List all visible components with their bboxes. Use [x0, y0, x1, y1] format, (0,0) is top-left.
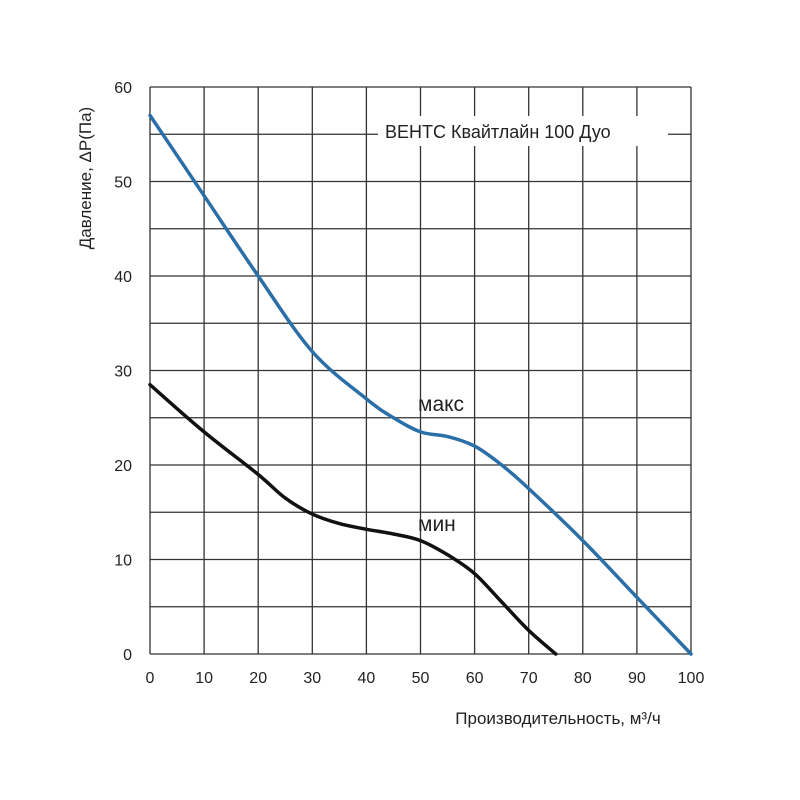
y-tick-label: 0 — [123, 647, 132, 664]
y-tick-label: 40 — [114, 269, 132, 286]
y-axis-label: Давление, ΔP(Па) — [76, 107, 95, 249]
series-label-max: макс — [418, 393, 464, 416]
x-tick-label: 90 — [628, 670, 646, 687]
x-tick-label: 100 — [678, 670, 705, 687]
x-tick-label: 50 — [412, 670, 430, 687]
chart-title: ВЕНТС Квайтлайн 100 Дуо — [385, 122, 611, 142]
x-tick-label: 70 — [520, 670, 538, 687]
x-axis-label: Производительность, м³/ч — [455, 709, 660, 728]
y-tick-label: 30 — [114, 364, 132, 381]
y-tick-label: 60 — [114, 80, 132, 97]
x-tick-label: 0 — [146, 670, 155, 687]
x-tick-label: 40 — [358, 670, 376, 687]
y-tick-label: 50 — [114, 175, 132, 192]
series-line-max — [148, 113, 693, 656]
x-tick-label: 20 — [249, 670, 267, 687]
series-lines — [148, 113, 693, 656]
y-tick-labels: 0 10 20 30 40 50 60 — [114, 80, 132, 664]
series-label-min: мин — [418, 513, 456, 536]
chart-title-background — [378, 116, 668, 146]
x-tick-label: 30 — [303, 670, 321, 687]
series-line-min — [148, 382, 558, 656]
x-tick-label: 80 — [574, 670, 592, 687]
y-tick-label: 10 — [114, 553, 132, 570]
y-tick-label: 20 — [114, 458, 132, 475]
x-tick-label: 60 — [466, 670, 484, 687]
x-tick-labels: 0 10 20 30 40 50 60 70 80 90 100 — [146, 670, 705, 687]
x-tick-label: 10 — [195, 670, 213, 687]
